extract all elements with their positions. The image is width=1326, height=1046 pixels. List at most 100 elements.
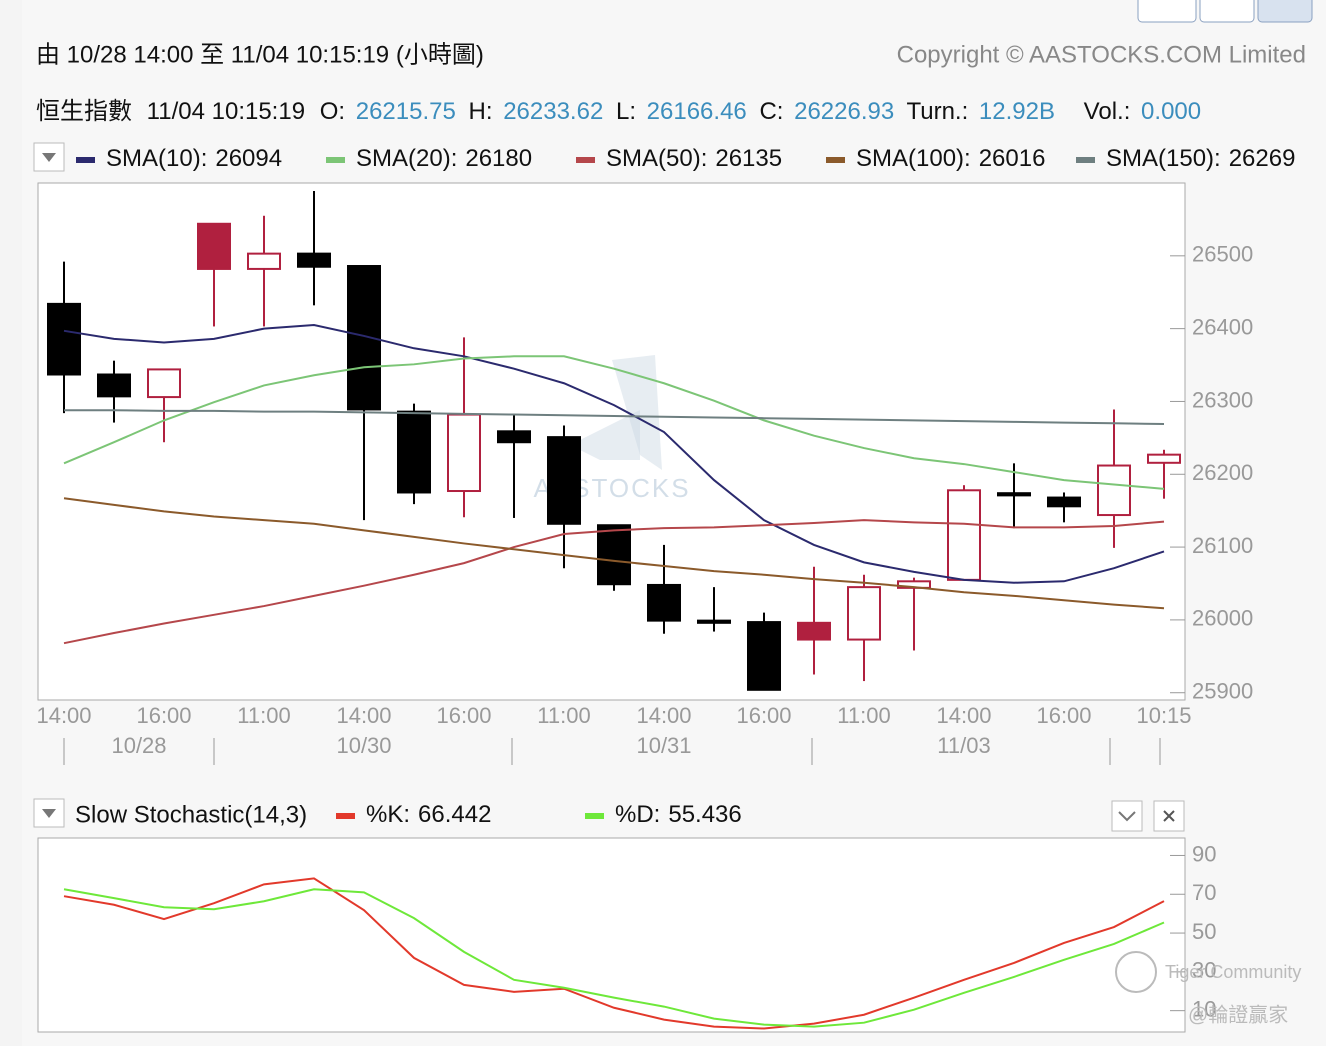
x-tick-label: 16:00 (736, 703, 791, 728)
x-tick-label: 10:15 (1136, 703, 1191, 728)
x-tick-label: 14:00 (636, 703, 691, 728)
legend-swatch (576, 157, 595, 163)
legend-entry: %D: 55.436 (615, 801, 742, 828)
legend-entry: SMA(150): 26269 (1106, 145, 1295, 172)
close-icon (1163, 810, 1175, 822)
x-tick-label: 16:00 (1036, 703, 1091, 728)
community-watermark: Tiger Community (1165, 962, 1301, 982)
candle-body (747, 621, 781, 691)
y-tick-label: 26300 (1192, 387, 1253, 412)
zoom-out-button[interactable] (1199, 0, 1255, 23)
watermark-logo-part (570, 410, 640, 460)
legend-swatch (76, 157, 95, 163)
volume-label: Vol.: (1084, 98, 1131, 125)
candle-body (1097, 464, 1131, 517)
legend-name: SMA(100): (856, 145, 971, 172)
legend-value: 26269 (1229, 145, 1296, 172)
candle-body (47, 302, 81, 376)
index-name: 恒生指數 (36, 98, 132, 125)
community-logo (1115, 951, 1157, 993)
legend-swatch (826, 157, 845, 163)
x-tick-label: 14:00 (936, 703, 991, 728)
candle-body (797, 621, 831, 641)
candle-body (447, 413, 481, 493)
candle-body (147, 368, 181, 399)
x-tick-label: 14:00 (36, 703, 91, 728)
legend-value: 26180 (465, 145, 532, 172)
candle-body (847, 586, 881, 641)
turnover-value: 12.92B (979, 98, 1055, 125)
date-label: 10/28 (111, 733, 166, 758)
indicator-line (63, 497, 1165, 610)
legend-swatch (585, 813, 604, 819)
indicator-plot-area (37, 837, 1186, 1033)
export-button[interactable] (1257, 0, 1313, 23)
y-tick-label: 10 (1192, 996, 1216, 1021)
volume-value: 0.000 (1141, 98, 1201, 125)
candle-body (947, 489, 981, 581)
legend-toggle-arrow (42, 153, 56, 162)
legend-entry: SMA(50): 26135 (606, 145, 782, 172)
date-label: 10/31 (636, 733, 691, 758)
quote-line: 恒生指數 11/04 10:15:19 O: 26215.75 H: 26233… (36, 98, 1201, 125)
low-label: L: (616, 98, 636, 125)
y-tick-label: 26100 (1192, 533, 1253, 558)
candle-body (497, 430, 531, 444)
y-tick-label: 90 (1192, 841, 1216, 866)
x-tick-label: 14:00 (336, 703, 391, 728)
legend-value: 66.442 (418, 801, 491, 828)
legend-entry: SMA(20): 26180 (356, 145, 532, 172)
main-chart: 25900 26000 26100 26200 26300 26400 26500 14:00… (36, 145, 1295, 757)
high-label: H: (469, 98, 493, 125)
candle-body (1047, 496, 1081, 508)
candle-body (297, 252, 331, 268)
credit-watermark: @輪證贏家 (1188, 1003, 1288, 1026)
legend-swatch (1076, 157, 1095, 163)
y-tick-label: 26500 (1192, 242, 1253, 267)
indicator-line (63, 355, 1165, 490)
x-tick-label: 16:00 (136, 703, 191, 728)
legend-toggle[interactable] (33, 142, 65, 172)
range-text: 由 10/28 14:00 至 11/04 10:15:19 (小時圖) (36, 41, 484, 68)
candle-body (397, 410, 431, 494)
candle-body (647, 583, 681, 622)
y-tick-label: 50 (1192, 919, 1216, 944)
legend-swatch (336, 813, 355, 819)
indicator-title: Slow Stochastic(14,3) (75, 801, 307, 828)
y-tick-label: 70 (1192, 880, 1216, 905)
date-label: 11/03 (937, 733, 990, 758)
open-value: 26215.75 (356, 98, 456, 125)
candle-body (547, 436, 581, 525)
quote-time: 11/04 10:15:19 (147, 98, 305, 125)
legend-value: 26016 (979, 145, 1046, 172)
candle-body (597, 524, 631, 586)
date-label: 10/30 (336, 733, 391, 758)
legend-name: SMA(10): (106, 145, 207, 172)
x-tick-label: 11:00 (537, 703, 590, 728)
candle-body (997, 492, 1031, 497)
indicator-line (63, 877, 1165, 1030)
candle-body (97, 373, 131, 398)
indicator-line (64, 409, 1165, 426)
candle-body (1147, 453, 1181, 464)
collapse-icon (1118, 811, 1136, 822)
legend-entry: SMA(100): 26016 (856, 145, 1045, 172)
x-tick-label: 16:00 (436, 703, 491, 728)
candle-body (247, 252, 281, 270)
zoom-in-button[interactable] (1137, 0, 1197, 23)
legend-name: %K: (366, 801, 410, 828)
y-tick-label: 26200 (1192, 460, 1253, 485)
candle-body (697, 619, 731, 624)
y-tick-label: 26000 (1192, 606, 1253, 631)
y-tick-label: 26400 (1192, 314, 1253, 339)
legend-value: 26135 (715, 145, 782, 172)
indicator-line (63, 323, 1165, 584)
legend-name: %D: (615, 801, 660, 828)
turnover-label: Turn.: (906, 98, 968, 125)
indicator-toggle-arrow (42, 809, 56, 818)
legend-entry: %K: 66.442 (366, 801, 491, 828)
legend-name: SMA(20): (356, 145, 457, 172)
collapse-button[interactable] (1111, 800, 1143, 832)
indicator-chart: 10 30 50 70 90 %K: 66.442 %D: 55.436 (63, 801, 1216, 1030)
